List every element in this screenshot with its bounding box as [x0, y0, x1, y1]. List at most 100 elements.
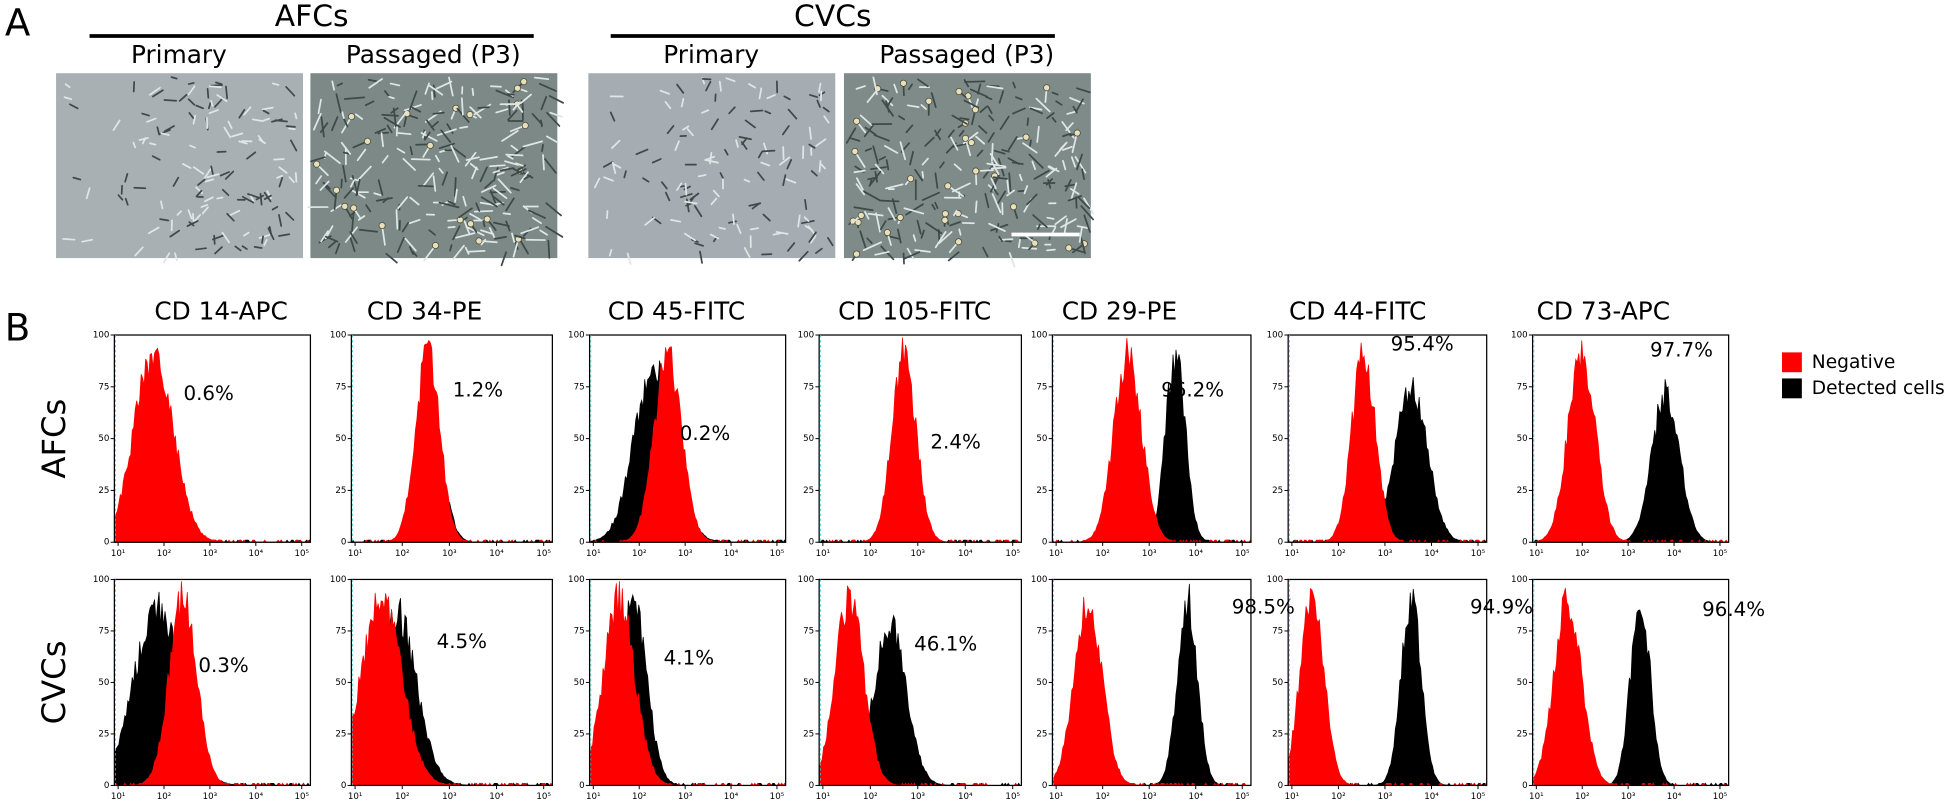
cell — [450, 144, 460, 163]
cell — [787, 242, 796, 252]
cell — [1012, 107, 1026, 115]
cell — [358, 228, 378, 233]
cell — [377, 131, 389, 135]
cell — [899, 141, 907, 161]
cell — [449, 244, 453, 252]
x-tick-label: 10² — [863, 549, 878, 559]
cell — [388, 95, 395, 100]
cell — [1067, 195, 1082, 202]
cell — [252, 118, 264, 122]
cell — [920, 229, 925, 239]
cell — [511, 232, 516, 243]
cell — [934, 172, 939, 189]
cell — [689, 192, 700, 201]
cell — [520, 226, 540, 235]
cell — [169, 229, 181, 238]
cell — [397, 132, 412, 136]
y-tick-label: 100 — [1511, 575, 1528, 585]
cell — [664, 101, 672, 110]
cell — [320, 116, 325, 138]
cell — [489, 164, 506, 168]
x-tick-label: 10² — [632, 792, 647, 802]
cell — [674, 140, 680, 151]
percentage: 1.2% — [453, 378, 503, 401]
cell — [507, 109, 518, 121]
cell — [682, 125, 690, 131]
cell — [278, 166, 288, 174]
cell — [990, 166, 1007, 170]
cell — [203, 167, 212, 180]
image-label: Passaged (P3) — [346, 40, 521, 69]
cell-body — [962, 134, 969, 142]
x-tick-label: 10³ — [1142, 549, 1157, 559]
image-label: Primary — [131, 40, 227, 69]
cell — [701, 109, 710, 114]
cell — [931, 203, 936, 211]
cell — [138, 137, 149, 141]
y-tick-label: 50 — [335, 434, 346, 444]
cell — [335, 242, 341, 255]
cell — [866, 90, 877, 103]
cell — [141, 112, 150, 117]
cell — [389, 82, 401, 87]
panel-label: A — [5, 0, 31, 44]
cell — [958, 129, 965, 137]
cell — [549, 111, 563, 118]
marker-title: CD 105-FITC — [838, 297, 991, 326]
cell — [447, 200, 456, 206]
cell — [159, 218, 170, 222]
y-tick-label: 100 — [93, 575, 110, 585]
cell — [463, 220, 471, 235]
cell — [1064, 183, 1075, 188]
cell — [493, 221, 510, 227]
cell — [934, 201, 939, 210]
cell — [512, 101, 521, 111]
cell — [684, 200, 698, 205]
cell — [868, 170, 882, 187]
percentage: 96.2% — [1161, 378, 1224, 401]
cell — [336, 82, 343, 87]
cell — [385, 252, 398, 264]
cell — [822, 106, 830, 113]
cell — [343, 96, 366, 100]
cell — [819, 162, 826, 170]
cell — [749, 109, 764, 113]
cell — [278, 233, 291, 237]
cell — [676, 83, 685, 94]
y-tick-label: 25 — [335, 486, 346, 496]
cell — [434, 154, 440, 163]
cell — [866, 237, 873, 245]
cell — [611, 161, 617, 175]
x-tick-label: 10⁵ — [536, 549, 551, 559]
x-tick-label: 10⁵ — [1713, 549, 1728, 559]
cell — [322, 181, 331, 190]
y-tick-label: 75 — [335, 382, 346, 392]
cell — [934, 129, 942, 141]
cell-body — [967, 139, 975, 147]
cell — [226, 212, 235, 222]
y-tick-label: 50 — [1272, 434, 1283, 444]
y-tick-label: 25 — [574, 729, 585, 739]
cell — [278, 214, 283, 227]
cell — [214, 97, 224, 108]
cell — [243, 106, 252, 116]
y-tick-label: 0 — [104, 538, 110, 548]
cell — [408, 218, 421, 225]
cell — [744, 119, 756, 129]
cell — [383, 116, 401, 128]
y-tick-label: 50 — [1036, 434, 1047, 444]
cell-body — [964, 92, 972, 100]
cell — [195, 104, 204, 110]
y-tick-label: 50 — [1517, 434, 1528, 444]
cell-body — [350, 204, 358, 212]
cell — [816, 99, 821, 108]
cell — [201, 206, 209, 215]
cell — [921, 170, 925, 179]
cell — [515, 162, 524, 167]
cell — [288, 176, 295, 184]
cell — [917, 78, 929, 88]
cell — [1006, 179, 1010, 194]
x-tick-label: 10¹ — [111, 792, 126, 802]
cell — [1026, 117, 1030, 126]
